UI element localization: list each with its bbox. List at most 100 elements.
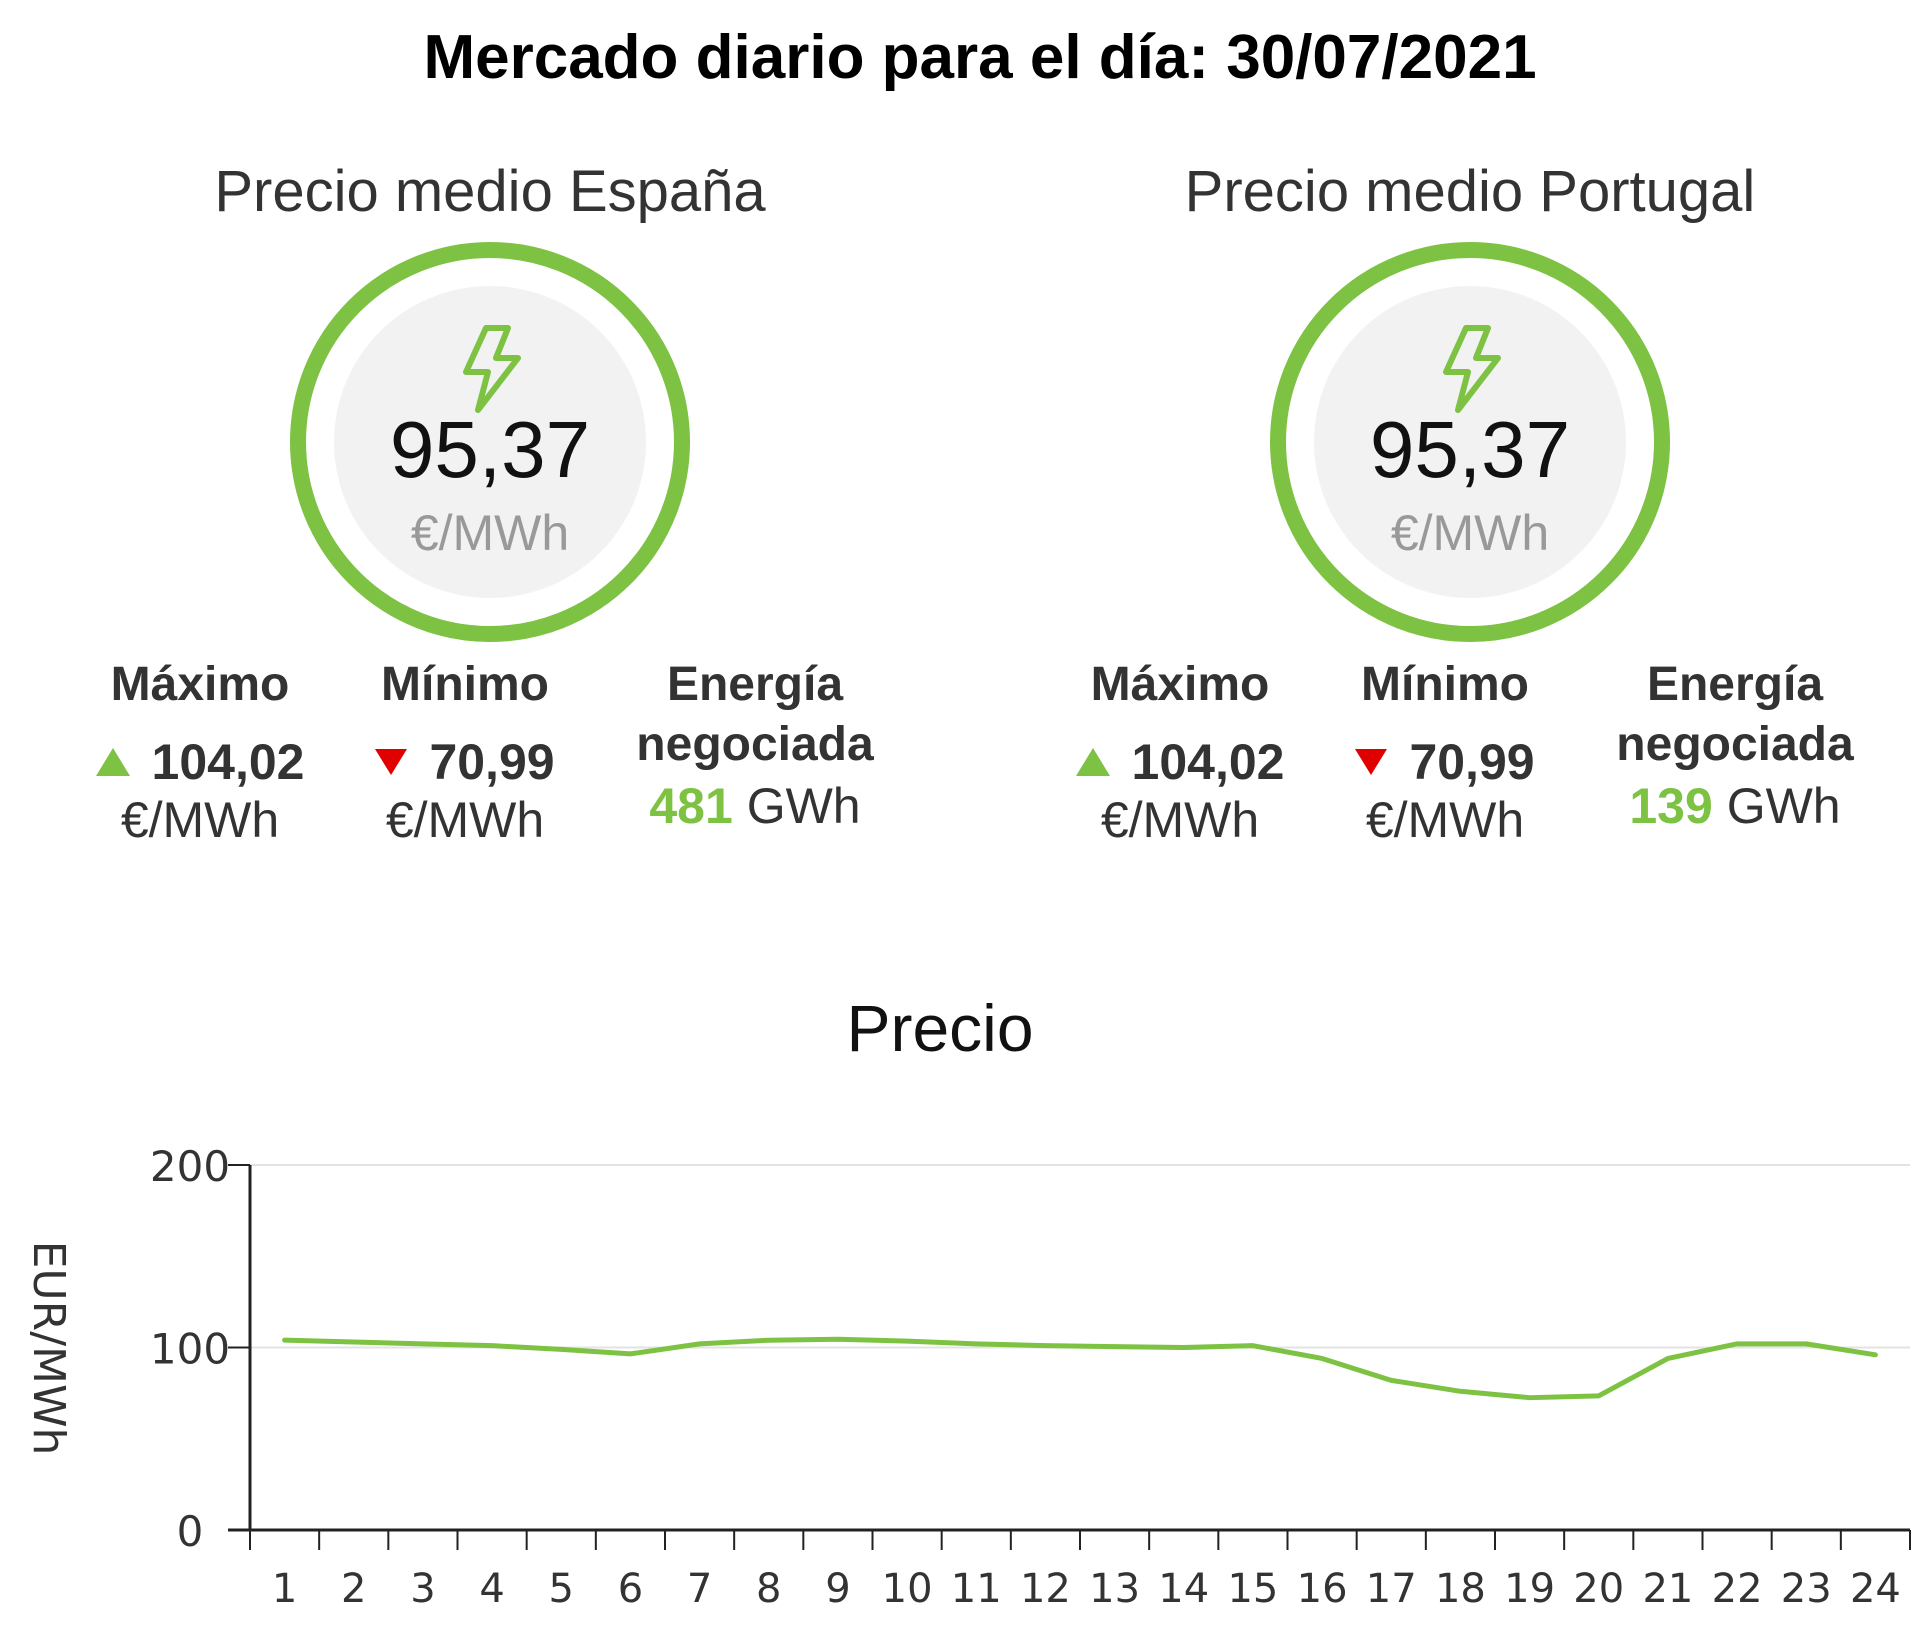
x-tick-label: 1 <box>272 1566 297 1612</box>
lightning-bolt-icon <box>1443 325 1501 413</box>
data-point <box>490 1343 495 1348</box>
data-point <box>1458 1389 1463 1394</box>
x-tick-label: 14 <box>1158 1566 1209 1612</box>
stat-label: Máximo <box>1090 658 1270 711</box>
average-price-unit: €/MWh <box>1390 505 1550 561</box>
stat-energy: Energía negociada 481 GWh <box>610 655 900 835</box>
x-tick-label: 16 <box>1297 1566 1348 1612</box>
data-point <box>1320 1356 1325 1361</box>
x-tick-label: 10 <box>882 1566 933 1612</box>
stat-maximum: Máximo 104,02 €/MWh <box>1060 655 1300 849</box>
average-price-value: 95,37 <box>389 405 591 494</box>
chart-title: Precio <box>846 991 1034 1065</box>
stat-minimum: Mínimo 70,99 €/MWh <box>340 655 590 849</box>
lightning-bolt-icon <box>463 325 521 413</box>
data-point <box>1112 1344 1117 1349</box>
average-price-gauge: 95,37 €/MWh <box>290 242 690 642</box>
stat-value: 104,02 <box>1131 734 1285 790</box>
stat-value: 104,02 <box>151 734 305 790</box>
x-tick-label: 20 <box>1573 1566 1624 1612</box>
x-tick-label: 19 <box>1504 1566 1555 1612</box>
arrow-up-icon <box>1075 747 1110 776</box>
panel-spain: Precio medio España 95,37 €/MWh Máximo 1… <box>0 150 980 870</box>
data-point <box>766 1338 771 1343</box>
data-point <box>1181 1345 1186 1350</box>
data-point <box>628 1351 633 1356</box>
stat-label: negociada <box>636 718 874 771</box>
y-tick-label: 100 <box>150 1325 230 1374</box>
panel-title: Precio medio España <box>214 159 766 224</box>
stat-unit: €/MWh <box>385 792 545 848</box>
x-tick-label: 6 <box>618 1566 643 1612</box>
gauge-inner <box>1314 286 1626 598</box>
average-price-value: 95,37 <box>1369 405 1571 494</box>
y-axis-label: EUR/MWh <box>23 1241 74 1456</box>
data-point <box>1665 1356 1670 1361</box>
data-point <box>1804 1341 1809 1346</box>
data-point <box>1043 1343 1048 1348</box>
data-point <box>1389 1378 1394 1383</box>
average-price-gauge: 95,37 €/MWh <box>1270 242 1670 642</box>
energy-unit: GWh <box>1726 778 1841 834</box>
y-tick-label: 0 <box>177 1507 204 1556</box>
x-tick-label: 13 <box>1089 1566 1140 1612</box>
data-point <box>1873 1352 1878 1357</box>
panel-title: Precio medio Portugal <box>1184 159 1756 224</box>
energy-value: 139 <box>1629 778 1713 834</box>
data-point <box>1735 1341 1740 1346</box>
stat-minimum: Mínimo 70,99 €/MWh <box>1320 655 1570 849</box>
data-point <box>905 1339 910 1344</box>
x-tick-label: 5 <box>549 1566 574 1612</box>
x-tick-label: 23 <box>1781 1566 1832 1612</box>
data-point <box>1250 1343 1255 1348</box>
data-point <box>559 1347 564 1352</box>
arrow-down-icon <box>1355 748 1388 775</box>
stat-label: Mínimo <box>381 658 549 711</box>
stat-label: Energía <box>666 658 844 711</box>
energy-unit: GWh <box>746 778 861 834</box>
stat-unit: €/MWh <box>120 792 280 848</box>
x-tick-label: 11 <box>951 1566 1002 1612</box>
y-tick-label: 200 <box>150 1142 230 1191</box>
x-tick-label: 7 <box>687 1566 712 1612</box>
data-point <box>835 1337 840 1342</box>
x-tick-label: 24 <box>1850 1566 1901 1612</box>
stat-label: negociada <box>1616 718 1854 771</box>
data-point <box>1596 1393 1601 1398</box>
energy-value: 481 <box>649 778 733 834</box>
stat-value: 70,99 <box>1409 734 1535 790</box>
data-point <box>282 1338 287 1343</box>
data-point <box>974 1341 979 1346</box>
stat-maximum: Máximo 104,02 €/MWh <box>80 655 320 849</box>
data-point <box>420 1341 425 1346</box>
stat-value: 70,99 <box>429 734 555 790</box>
x-tick-label: 21 <box>1642 1566 1693 1612</box>
gauge-inner <box>334 286 646 598</box>
average-price-unit: €/MWh <box>410 505 570 561</box>
x-tick-label: 2 <box>341 1566 366 1612</box>
x-tick-label: 8 <box>756 1566 781 1612</box>
data-point <box>1527 1395 1532 1400</box>
x-tick-label: 17 <box>1366 1566 1417 1612</box>
stat-energy: Energía negociada 139 GWh <box>1590 655 1880 835</box>
data-point <box>697 1341 702 1346</box>
stat-unit: €/MWh <box>1100 792 1260 848</box>
stat-unit: €/MWh <box>1365 792 1525 848</box>
x-tick-label: 3 <box>410 1566 435 1612</box>
x-tick-label: 12 <box>1020 1566 1071 1612</box>
x-tick-label: 9 <box>825 1566 850 1612</box>
series-line <box>282 1336 1878 1401</box>
panel-portugal: Precio medio Portugal 95,37 €/MWh Máximo… <box>980 150 1920 870</box>
arrow-up-icon <box>95 747 130 776</box>
x-tick-label: 4 <box>479 1566 504 1612</box>
arrow-down-icon <box>375 748 408 775</box>
stat-label: Mínimo <box>1361 658 1529 711</box>
x-tick-label: 22 <box>1712 1566 1763 1612</box>
page-title: Mercado diario para el día: 30/07/2021 <box>423 23 1537 92</box>
x-tick-label: 18 <box>1435 1566 1486 1612</box>
stat-label: Energía <box>1646 658 1824 711</box>
stat-label: Máximo <box>110 658 290 711</box>
x-tick-label: 15 <box>1227 1566 1278 1612</box>
data-point <box>351 1340 356 1345</box>
